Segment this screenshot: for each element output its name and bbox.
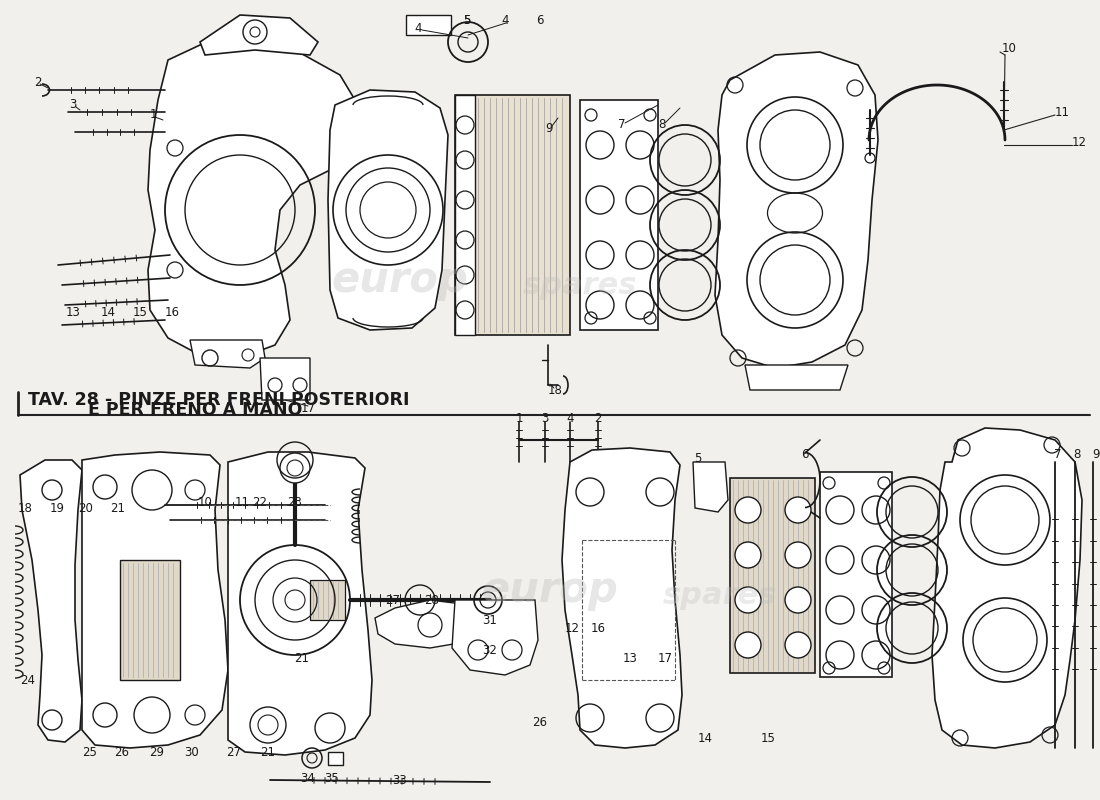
Polygon shape — [452, 600, 538, 675]
Text: 4: 4 — [566, 411, 574, 425]
Text: 5: 5 — [463, 14, 471, 26]
Bar — [406, 15, 451, 35]
Text: 34: 34 — [300, 771, 316, 785]
Text: 17: 17 — [300, 402, 316, 414]
Polygon shape — [932, 428, 1082, 748]
Text: 13: 13 — [623, 651, 637, 665]
Text: 31: 31 — [483, 614, 497, 626]
Text: 27: 27 — [385, 594, 400, 606]
Text: 17: 17 — [658, 651, 672, 665]
Bar — [328, 752, 343, 765]
Circle shape — [280, 453, 310, 483]
Circle shape — [735, 587, 761, 613]
Text: 12: 12 — [1072, 135, 1087, 149]
Text: 15: 15 — [133, 306, 147, 318]
Text: 11: 11 — [234, 495, 250, 509]
Text: 3: 3 — [541, 411, 549, 425]
Polygon shape — [715, 52, 878, 368]
Text: 21: 21 — [110, 502, 125, 514]
Text: 15: 15 — [760, 731, 775, 745]
Text: 27: 27 — [227, 746, 242, 758]
Polygon shape — [375, 600, 480, 648]
Polygon shape — [328, 90, 448, 330]
Text: 2: 2 — [594, 411, 602, 425]
Text: spares: spares — [522, 270, 637, 299]
Bar — [820, 472, 892, 677]
Text: 25: 25 — [82, 746, 98, 758]
Polygon shape — [200, 15, 318, 55]
Polygon shape — [82, 452, 228, 748]
Bar — [455, 95, 475, 335]
Text: 14: 14 — [100, 306, 116, 318]
Text: europ: europ — [331, 259, 469, 301]
Bar — [310, 580, 345, 620]
Text: 12: 12 — [564, 622, 580, 634]
Text: 6: 6 — [801, 449, 808, 462]
Text: spares: spares — [663, 581, 778, 610]
Text: 26: 26 — [532, 715, 548, 729]
Polygon shape — [190, 340, 265, 368]
Text: 32: 32 — [483, 643, 497, 657]
Text: E PER FRENO A MANO: E PER FRENO A MANO — [28, 401, 302, 419]
Text: 6: 6 — [537, 14, 543, 26]
Text: 11: 11 — [1055, 106, 1070, 118]
Text: 30: 30 — [185, 746, 199, 758]
Text: 7: 7 — [618, 118, 626, 131]
Text: 4: 4 — [415, 22, 421, 34]
Text: 29: 29 — [150, 746, 165, 758]
Bar — [455, 95, 570, 335]
Text: 8: 8 — [658, 118, 666, 131]
Polygon shape — [693, 462, 728, 512]
Text: 16: 16 — [591, 622, 605, 634]
Polygon shape — [562, 448, 682, 748]
Text: TAV. 28 - PINZE PER FRENI POSTERIORI: TAV. 28 - PINZE PER FRENI POSTERIORI — [28, 391, 409, 409]
Text: 1: 1 — [515, 411, 522, 425]
Text: 35: 35 — [324, 771, 340, 785]
Polygon shape — [228, 452, 372, 755]
Text: 1: 1 — [150, 109, 156, 122]
Text: 5: 5 — [463, 14, 471, 26]
Text: 13: 13 — [66, 306, 80, 318]
Circle shape — [785, 542, 811, 568]
Circle shape — [785, 497, 811, 523]
Text: 18: 18 — [18, 502, 33, 514]
Polygon shape — [745, 365, 848, 390]
Bar — [580, 100, 658, 330]
Circle shape — [735, 632, 761, 658]
Text: 5: 5 — [694, 451, 702, 465]
Text: 3: 3 — [69, 98, 77, 110]
Text: 26: 26 — [114, 746, 130, 758]
Polygon shape — [260, 358, 310, 400]
Text: 20: 20 — [78, 502, 92, 514]
Circle shape — [735, 542, 761, 568]
Text: 8: 8 — [1074, 449, 1080, 462]
Text: 4: 4 — [502, 14, 508, 26]
Text: 21: 21 — [295, 651, 309, 665]
Text: 28: 28 — [425, 594, 439, 606]
Circle shape — [785, 587, 811, 613]
Text: 23: 23 — [287, 495, 303, 509]
Text: 10: 10 — [198, 495, 212, 509]
Text: 24: 24 — [20, 674, 35, 686]
Text: 2: 2 — [34, 75, 42, 89]
Circle shape — [735, 497, 761, 523]
Text: europ: europ — [482, 569, 618, 611]
Text: 7: 7 — [1054, 449, 1062, 462]
Text: 16: 16 — [165, 306, 179, 318]
Text: 22: 22 — [253, 495, 267, 509]
Text: 33: 33 — [393, 774, 407, 786]
Bar — [120, 560, 180, 680]
Text: 21: 21 — [261, 746, 275, 758]
Text: 19: 19 — [50, 502, 65, 514]
Circle shape — [785, 632, 811, 658]
Bar — [730, 478, 815, 673]
Polygon shape — [20, 460, 82, 742]
Text: 14: 14 — [697, 731, 713, 745]
Polygon shape — [148, 42, 355, 358]
Text: 9: 9 — [1092, 449, 1100, 462]
Text: 18: 18 — [548, 383, 562, 397]
Text: 10: 10 — [1002, 42, 1016, 54]
Text: 9: 9 — [546, 122, 552, 134]
